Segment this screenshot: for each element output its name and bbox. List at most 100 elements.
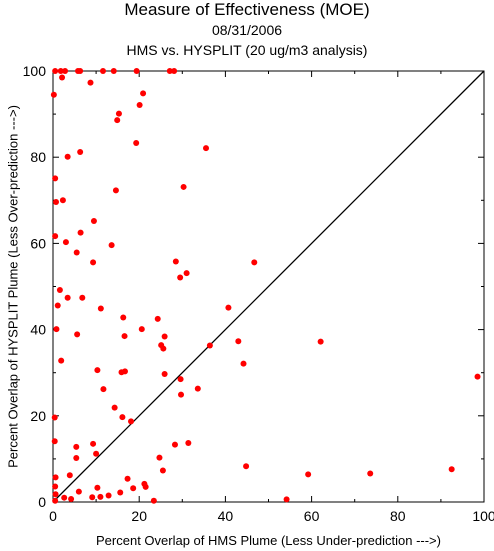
data-point [177,376,184,383]
data-point [73,455,80,462]
data-point [89,494,96,501]
data-point [73,443,80,450]
data-point [156,454,163,461]
data-point [172,258,179,265]
diagonal-reference-line [52,70,485,503]
data-point [52,68,59,74]
data-point [177,274,184,281]
y-tick-label: 80 [30,149,46,165]
data-point [142,483,149,490]
data-point [90,217,97,224]
data-point [64,153,71,160]
data-point [160,345,167,352]
data-point [115,110,122,117]
data-point [94,484,101,491]
data-point [166,68,173,74]
data-point [105,492,112,499]
data-point [171,441,178,448]
data-point [161,370,168,377]
data-point [58,357,65,364]
data-point [52,483,59,490]
x-tick-label: 60 [304,508,320,524]
data-point [94,367,101,374]
x-tick-label: 40 [218,508,234,524]
data-point [66,472,73,479]
data-point [180,183,187,190]
data-point [62,239,69,246]
data-point [305,471,312,478]
data-point [90,259,97,266]
data-point [99,68,106,74]
data-point [75,488,82,495]
data-point [62,68,69,74]
data-point [52,474,59,481]
data-point [159,467,166,474]
data-point [52,491,59,498]
data-point [79,294,86,301]
chart-date: 08/31/2006 [211,22,283,38]
data-point [235,338,242,345]
data-point [121,368,128,375]
data-point [77,229,84,236]
data-point [52,497,59,504]
chart-subtitle: HMS vs. HYSPLIT (20 ug/m3 analysis) [126,42,368,58]
data-point [59,197,66,204]
data-point [51,438,58,445]
data-point [119,414,126,421]
data-point [117,489,124,496]
x-axis-label: Percent Overlap of HMS Plume (Less Under… [96,533,441,548]
data-point [73,249,80,256]
data-point [77,149,84,156]
data-point [50,91,57,98]
data-point [136,102,143,109]
data-point [87,79,94,86]
data-point [97,493,104,500]
y-tick-label: 20 [30,408,46,424]
data-point [185,439,192,446]
data-point [52,175,59,182]
data-point [120,314,127,321]
data-point [114,117,121,124]
data-point [140,90,147,97]
data-point [124,475,131,482]
data-point [154,315,161,322]
y-tick-labels: 0 20 40 60 80 100 [23,63,47,510]
chart-title: Measure of Effectiveness (MOE) [124,0,370,19]
data-point [110,68,117,74]
data-point [52,233,59,240]
data-point [367,470,374,477]
data-point [194,385,201,392]
data-point [128,418,135,425]
data-point [108,242,115,249]
data-point [130,485,137,492]
y-tick-label: 100 [23,63,47,79]
data-point [183,270,190,277]
data-point [57,68,64,74]
data-point [54,302,61,309]
data-point [283,496,290,503]
x-tick-label: 100 [472,508,494,524]
data-point [56,286,63,293]
data-point [100,386,107,393]
data-point [206,342,213,349]
data-point [251,259,258,266]
data-point [68,495,75,502]
x-tick-label: 80 [390,508,406,524]
data-point [150,497,157,504]
data-points [50,68,481,504]
y-tick-label: 60 [30,235,46,251]
data-point [90,440,97,447]
data-point [243,463,250,470]
data-point [61,494,68,501]
y-tick-label: 40 [30,322,46,338]
data-point [317,338,324,345]
data-point [178,391,185,398]
data-point [59,74,66,81]
data-point [64,294,71,301]
x-tick-label: 20 [131,508,147,524]
y-axis-label: Percent Overlap of HYSPLIT Plume (Less O… [5,105,20,468]
data-point [133,139,140,146]
data-point [161,333,168,340]
data-point [51,414,58,421]
